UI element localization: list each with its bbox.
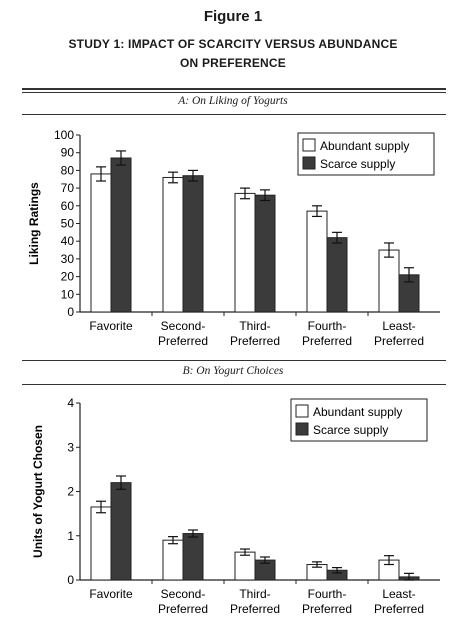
- figure-title: Figure 1: [203, 8, 263, 25]
- x-tick-label: Third-: [239, 587, 270, 601]
- legend-label-abundant: Abundant supply: [313, 405, 402, 419]
- y-tick-label: 90: [61, 146, 75, 160]
- y-tick-label: 80: [61, 163, 75, 177]
- x-tick-label: Fourth-: [308, 587, 347, 601]
- x-tick-label: Preferred: [158, 602, 208, 616]
- x-tick-label: Third-: [239, 319, 270, 333]
- bar-abundant-1: [162, 539, 184, 581]
- y-tick-label: 3: [67, 440, 74, 454]
- y-tick-label: 30: [61, 252, 75, 266]
- panel-a-label: A: On Liking of Yogurts: [178, 95, 288, 107]
- panel-a-top-rule-thin: [22, 92, 446, 93]
- legend-box: [297, 132, 435, 176]
- y-tick-label: 4: [67, 396, 74, 410]
- bar-scarce-3: [326, 237, 348, 313]
- y-axis-label: Liking Ratings: [27, 182, 41, 265]
- x-tick-label: Preferred: [374, 334, 424, 348]
- x-tick-label: Preferred: [374, 602, 424, 616]
- y-tick-label: 40: [61, 234, 75, 248]
- figure-subtitle-line-1: STUDY 1: IMPACT OF SCARCITY VERSUS ABUND…: [68, 37, 398, 51]
- bar-scarce-1: [182, 175, 204, 313]
- bar-scarce-0: [110, 482, 132, 581]
- y-tick-label: 10: [61, 287, 75, 301]
- bar-scarce-2: [254, 194, 276, 313]
- x-tick-label: Second-: [161, 587, 206, 601]
- x-tick-label: Preferred: [158, 334, 208, 348]
- bar-abundant-1: [162, 176, 184, 313]
- x-tick-label: Preferred: [302, 334, 352, 348]
- bar-abundant-4: [378, 249, 400, 313]
- legend-swatch-abundant: [302, 138, 316, 152]
- panel-a-top-rule-thick: [22, 88, 446, 90]
- panel-b-label-rule: [22, 384, 446, 385]
- y-axis-label: Units of Yogurt Chosen: [31, 425, 45, 558]
- bar-abundant-2: [234, 551, 256, 581]
- legend-swatch-abundant: [295, 404, 309, 418]
- bar-scarce-0: [110, 157, 132, 313]
- legend-label-scarce: Scarce supply: [313, 423, 388, 437]
- y-tick-label: 20: [61, 270, 75, 284]
- legend-swatch-scarce: [302, 156, 316, 170]
- y-tick-label: 0: [67, 573, 74, 587]
- bar-abundant-3: [306, 210, 328, 313]
- panel-b-top-rule: [22, 360, 446, 361]
- panel-a-label-rule: [22, 114, 446, 115]
- y-tick-label: 60: [61, 199, 75, 213]
- y-tick-label: 0: [67, 305, 74, 319]
- y-tick-label: 100: [54, 128, 74, 142]
- legend-swatch-scarce: [295, 422, 309, 436]
- x-tick-label: Favorite: [89, 319, 133, 333]
- x-tick-label: Least-: [382, 319, 415, 333]
- x-tick-label: Least-: [382, 587, 415, 601]
- bar-abundant-0: [90, 506, 112, 581]
- legend-label-scarce: Scarce supply: [320, 157, 395, 171]
- y-tick-label: 2: [67, 485, 74, 499]
- y-tick-label: 50: [61, 217, 75, 231]
- y-tick-label: 1: [67, 529, 74, 543]
- bar-scarce-1: [182, 533, 204, 581]
- x-tick-label: Preferred: [302, 602, 352, 616]
- x-tick-label: Second-: [161, 319, 206, 333]
- legend-label-abundant: Abundant supply: [320, 139, 409, 153]
- panel-b-label: B: On Yogurt Choices: [182, 365, 284, 377]
- chart-liking: 0 10 20 30 40 50 60 70 80 90 100 Liking Ratings Favo…: [27, 128, 440, 348]
- x-tick-label: Favorite: [89, 587, 133, 601]
- figure-subtitle-line-2: ON PREFERENCE: [180, 56, 286, 70]
- bar-abundant-0: [90, 173, 112, 313]
- x-tick-label: Preferred: [230, 334, 280, 348]
- chart-choices: 0 1 2 3 4 Units of Yogurt Chosen Favorite Secon…: [31, 396, 440, 616]
- legend-box: [290, 398, 428, 442]
- x-tick-label: Preferred: [230, 602, 280, 616]
- x-tick-label: Fourth-: [308, 319, 347, 333]
- y-tick-label: 70: [61, 181, 75, 195]
- bar-abundant-2: [234, 192, 256, 313]
